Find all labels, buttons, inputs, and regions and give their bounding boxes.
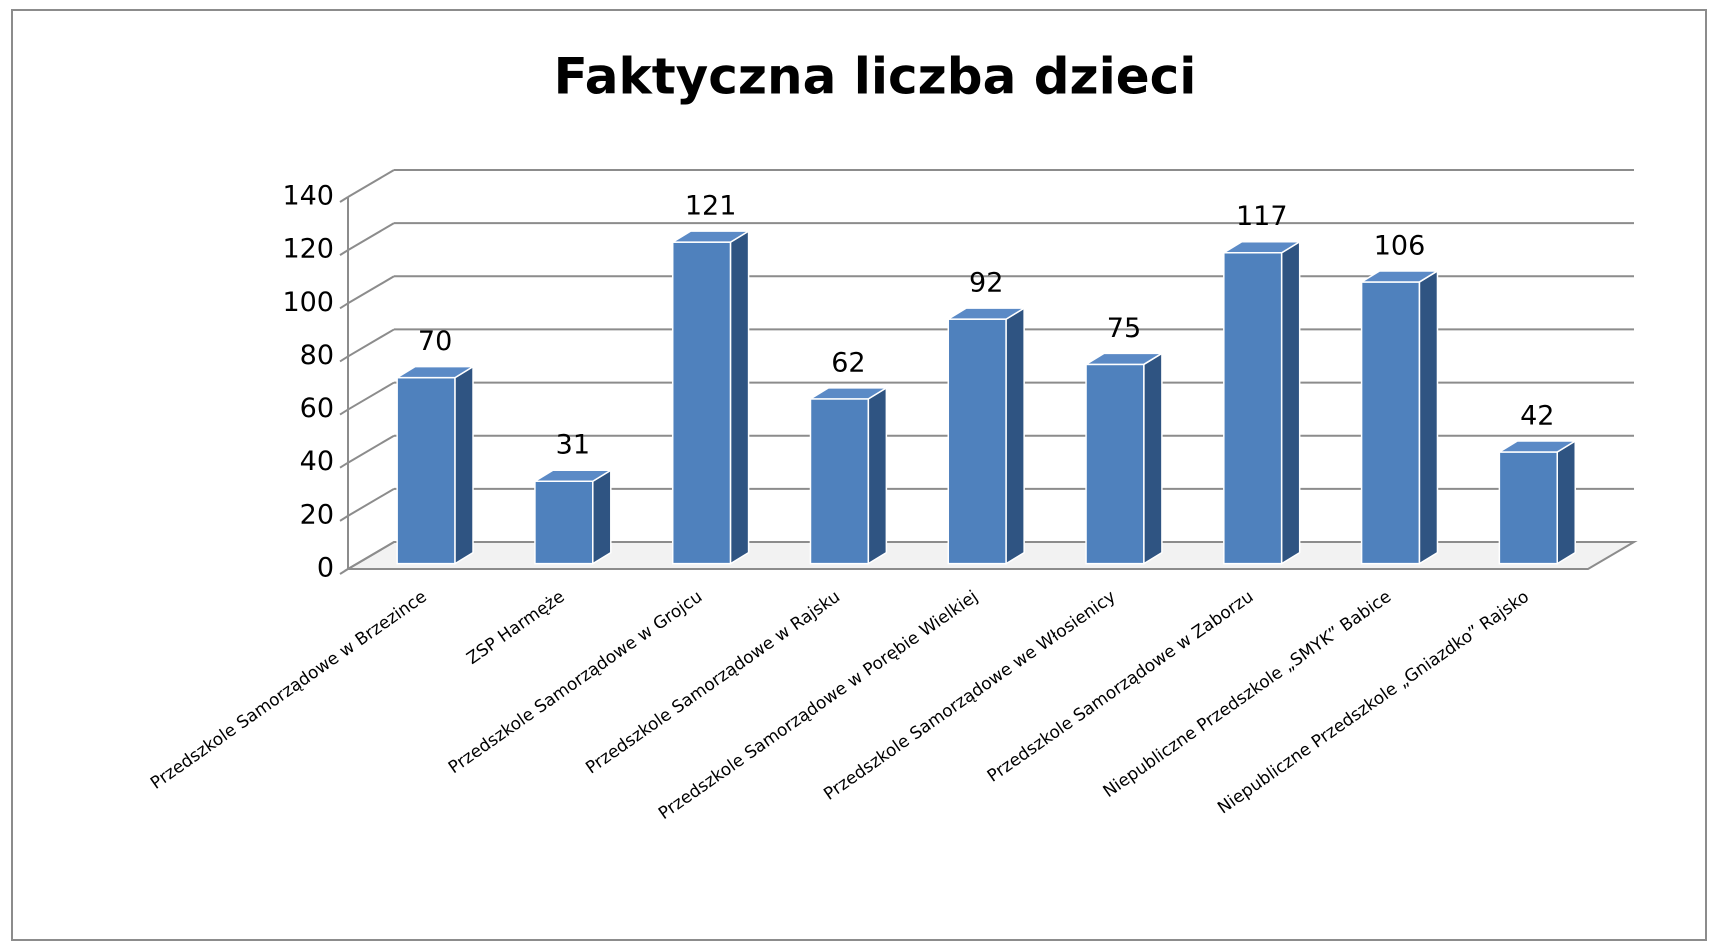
bar-front xyxy=(396,376,456,565)
tick-mark xyxy=(339,249,349,256)
bar xyxy=(532,468,614,565)
bar-top xyxy=(1496,440,1578,453)
bar-top xyxy=(807,387,890,400)
x-tick-label: Przedszkole Samorządowe w Brzezince xyxy=(147,587,431,794)
bar-side xyxy=(729,229,750,565)
bar-top xyxy=(532,469,614,482)
chart-border xyxy=(11,9,1707,941)
data-label: 70 xyxy=(418,326,452,357)
x-tick-label: Przedszkole Samorządowe we Włosienicy xyxy=(820,587,1119,805)
x-tick-label: ZSP Harmęże xyxy=(463,587,568,669)
bar xyxy=(1358,269,1441,565)
side-grid-line xyxy=(347,169,395,198)
bar-side xyxy=(592,468,612,565)
x-tick-label: Niepubliczne Przedszkole „SMYK” Babice xyxy=(1100,587,1395,802)
bar-top xyxy=(1358,270,1441,283)
bar-front xyxy=(1223,251,1283,565)
tick-mark xyxy=(339,568,349,575)
tick-mark xyxy=(339,302,349,310)
data-label: 117 xyxy=(1236,201,1288,232)
y-tick-label: 120 xyxy=(282,234,334,265)
data-label: 92 xyxy=(969,268,1003,299)
tick-mark xyxy=(339,515,349,522)
data-label: 75 xyxy=(1107,313,1141,344)
y-tick-label: 20 xyxy=(300,499,334,530)
data-label: 106 xyxy=(1374,230,1426,261)
side-grid-line xyxy=(347,275,395,305)
data-label: 31 xyxy=(556,430,590,461)
bar-front xyxy=(1498,451,1558,565)
bar-front xyxy=(671,241,732,565)
y-tick-label: 80 xyxy=(300,340,334,371)
bar-front xyxy=(1360,281,1421,565)
bar-side xyxy=(867,386,888,565)
tick-mark xyxy=(339,408,349,416)
bar-side xyxy=(1005,306,1025,565)
bar-side xyxy=(1143,351,1163,565)
side-grid-line xyxy=(347,434,395,464)
bar-side xyxy=(454,365,474,565)
x-tick-label: Przedszkole Samorządowe w Rajsku xyxy=(582,587,844,779)
tick-mark xyxy=(339,461,349,469)
side-grid-line xyxy=(347,222,395,252)
bar-front xyxy=(947,318,1007,565)
bar-front xyxy=(534,480,594,565)
bar xyxy=(394,365,476,565)
bar xyxy=(1083,351,1165,565)
bar xyxy=(807,386,890,565)
bar xyxy=(670,229,752,565)
bar-top xyxy=(394,365,476,379)
data-label: 42 xyxy=(1520,401,1554,432)
x-tick-label: Przedszkole Samorządowe w Porębie Wielki… xyxy=(655,587,982,824)
x-tick-label: Przedszkole Samorządowe w Zaborzu xyxy=(984,587,1257,787)
bar-side xyxy=(1556,439,1576,565)
data-label: 62 xyxy=(831,347,865,378)
y-tick-label: 100 xyxy=(282,287,334,318)
data-label: 121 xyxy=(685,191,737,222)
tick-mark xyxy=(339,355,349,363)
side-grid-line xyxy=(347,381,395,411)
bar-top xyxy=(1083,352,1165,366)
tick-mark xyxy=(339,196,349,203)
y-tick-label: 140 xyxy=(282,181,334,212)
bar-side xyxy=(1280,240,1301,565)
bar xyxy=(1496,439,1578,565)
bar-side xyxy=(1418,269,1439,565)
side-grid-line xyxy=(347,541,395,570)
bar-top xyxy=(1221,240,1303,254)
bar xyxy=(945,306,1027,565)
y-tick-label: 40 xyxy=(300,446,334,477)
bar-front xyxy=(1085,363,1145,565)
bar-front xyxy=(809,398,870,565)
bar xyxy=(1221,240,1303,565)
side-grid-line xyxy=(347,487,395,517)
x-tick-label: Przedszkole Samorządowe w Grojcu xyxy=(445,587,706,778)
bar-top xyxy=(945,307,1027,320)
y-tick-label: 0 xyxy=(317,553,334,584)
y-tick-label: 60 xyxy=(300,393,334,424)
side-grid-line xyxy=(347,328,395,358)
x-tick-label: Niepubliczne Przedszkole „Gniazdko” Rajs… xyxy=(1214,587,1533,819)
chart-title: Faktyczna liczba dzieci xyxy=(554,48,1197,106)
bar-top xyxy=(670,230,752,243)
